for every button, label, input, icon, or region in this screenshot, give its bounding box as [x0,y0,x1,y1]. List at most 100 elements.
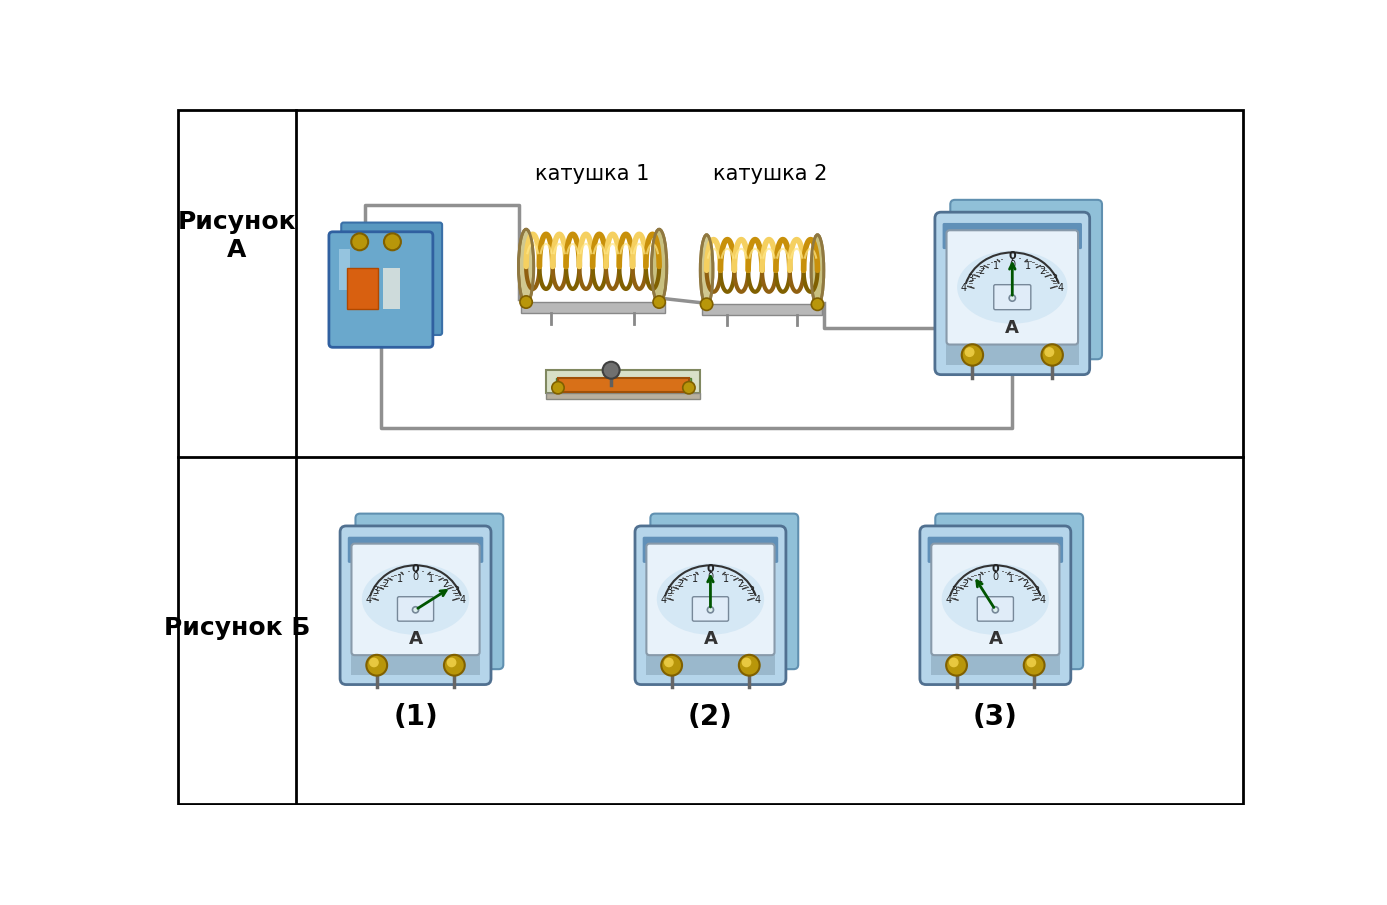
Text: 0: 0 [706,564,714,574]
Text: 1: 1 [692,574,698,584]
FancyBboxPatch shape [340,526,491,684]
Circle shape [700,298,713,310]
Circle shape [444,655,465,676]
FancyBboxPatch shape [950,200,1103,359]
Text: (1): (1) [393,703,438,731]
Circle shape [603,362,620,378]
Circle shape [653,296,666,309]
Text: катушка 2: катушка 2 [713,164,827,184]
FancyBboxPatch shape [635,526,786,684]
Text: 0: 0 [707,572,713,582]
Text: 3: 3 [372,586,379,596]
Text: 4: 4 [660,595,666,605]
Ellipse shape [362,564,469,634]
Circle shape [1010,295,1015,301]
Circle shape [811,298,824,310]
Ellipse shape [652,229,667,304]
Text: 1: 1 [397,574,402,584]
FancyBboxPatch shape [978,596,1014,621]
Bar [556,377,691,386]
Circle shape [662,655,682,676]
Circle shape [1042,344,1062,366]
Circle shape [448,658,456,667]
Text: 2: 2 [1022,578,1028,588]
Bar [646,643,775,675]
Text: А: А [1006,319,1019,338]
FancyBboxPatch shape [642,537,778,563]
FancyBboxPatch shape [651,514,799,669]
Circle shape [742,658,750,667]
FancyBboxPatch shape [931,544,1060,655]
Circle shape [520,296,533,309]
Text: 4: 4 [1058,283,1064,293]
Text: 0: 0 [412,572,419,582]
FancyBboxPatch shape [351,544,480,655]
Text: 0: 0 [412,564,419,574]
Text: 4: 4 [961,283,967,293]
FancyBboxPatch shape [935,212,1090,375]
Circle shape [384,233,401,251]
Text: 3: 3 [1033,586,1039,596]
FancyBboxPatch shape [329,232,433,348]
Text: 1: 1 [1025,262,1032,271]
Text: 0: 0 [992,564,999,574]
FancyBboxPatch shape [920,526,1071,684]
FancyBboxPatch shape [348,537,483,563]
FancyBboxPatch shape [935,514,1083,669]
Text: А: А [409,631,423,648]
FancyBboxPatch shape [341,223,442,335]
Ellipse shape [657,564,764,634]
Bar [383,268,399,309]
FancyBboxPatch shape [946,230,1078,345]
Text: 1: 1 [976,574,983,584]
Text: Рисунок Б: Рисунок Б [164,616,311,641]
Circle shape [961,344,983,366]
Ellipse shape [700,234,713,306]
Text: (2): (2) [688,703,732,731]
FancyBboxPatch shape [398,596,434,621]
Circle shape [950,658,958,667]
Circle shape [682,382,695,394]
FancyBboxPatch shape [993,285,1031,310]
Text: 4: 4 [365,595,372,605]
Circle shape [1044,348,1054,357]
Text: 3: 3 [667,586,673,596]
Text: 0: 0 [992,572,999,582]
Text: А: А [989,631,1003,648]
Text: 2: 2 [736,578,743,588]
Text: 0: 0 [1008,252,1017,262]
Circle shape [552,382,565,394]
Circle shape [370,658,379,667]
Ellipse shape [942,564,1049,634]
Ellipse shape [519,229,534,304]
Text: 2: 2 [383,578,388,588]
Text: 3: 3 [454,586,459,596]
Text: 3: 3 [748,586,755,596]
Text: Рисунок
А: Рисунок А [178,210,297,262]
Text: 0: 0 [1010,260,1015,270]
FancyBboxPatch shape [355,514,503,669]
Text: 3: 3 [968,274,974,284]
Circle shape [707,606,713,613]
FancyBboxPatch shape [928,537,1062,563]
Text: 4: 4 [1039,595,1046,605]
Text: (3): (3) [972,703,1018,731]
Bar [351,643,480,675]
Bar [546,370,700,393]
Circle shape [992,606,999,613]
Bar [702,304,822,315]
Circle shape [739,655,760,676]
Text: 1: 1 [1008,574,1014,584]
FancyBboxPatch shape [692,596,728,621]
Text: 1: 1 [723,574,730,584]
Bar [931,643,1060,675]
Circle shape [965,348,974,357]
Circle shape [351,233,368,251]
Text: катушка 1: катушка 1 [535,164,651,184]
Text: 2: 2 [963,578,968,588]
Circle shape [412,606,419,613]
Circle shape [946,655,967,676]
Text: 4: 4 [755,595,760,605]
Bar [347,268,379,309]
Text: 2: 2 [678,578,684,588]
